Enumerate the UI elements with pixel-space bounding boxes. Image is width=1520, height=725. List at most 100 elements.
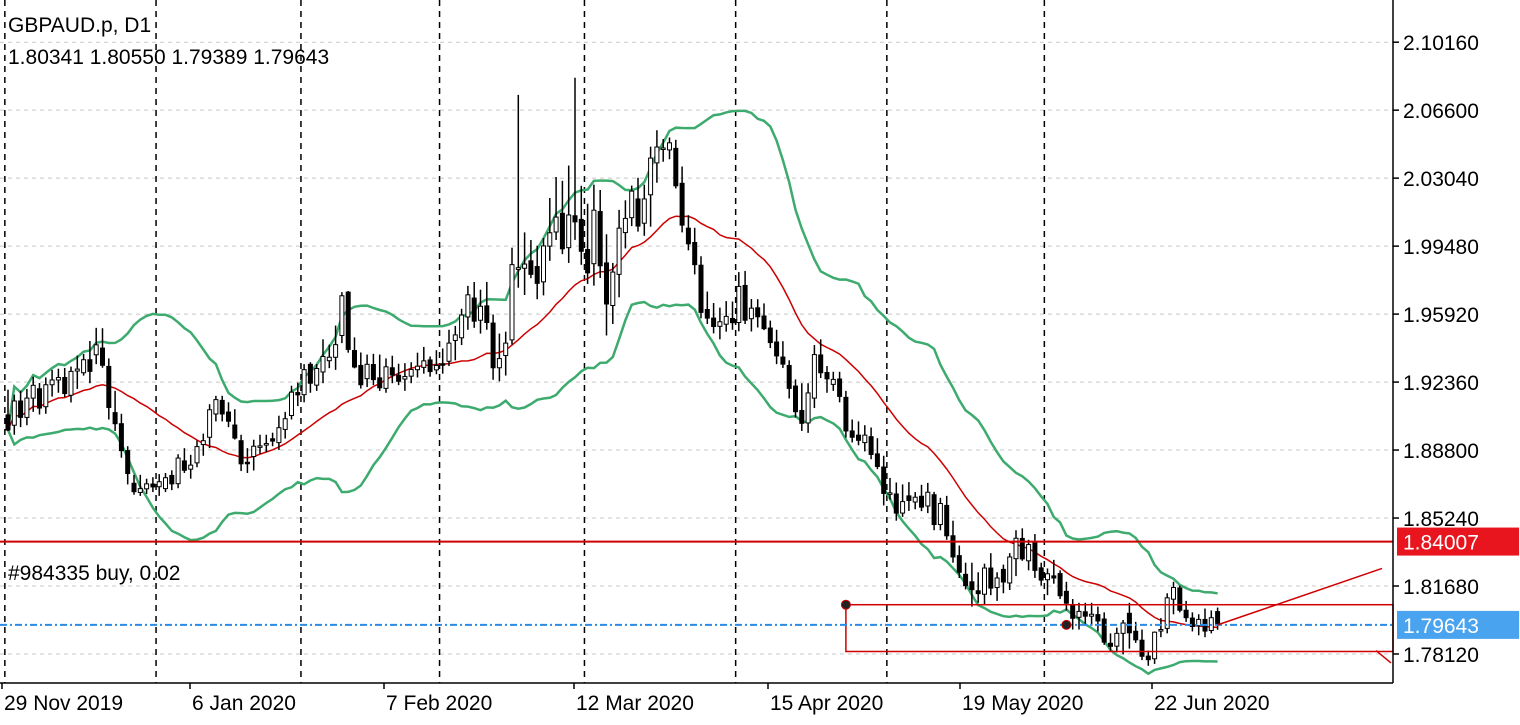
candle-body <box>856 434 861 441</box>
candle-body <box>156 481 162 488</box>
candle-body <box>937 503 943 526</box>
candle-body <box>723 315 729 325</box>
candle-body <box>931 494 937 526</box>
price-tag-box <box>1397 610 1519 639</box>
candle <box>200 433 206 456</box>
candle <box>862 425 868 452</box>
candle <box>251 439 257 471</box>
candle-body <box>345 291 351 350</box>
candle-body <box>213 399 219 415</box>
candle-body <box>87 359 93 372</box>
projection-up-line <box>1217 567 1383 626</box>
candle <box>43 377 49 414</box>
candle-body <box>471 297 477 322</box>
candle <box>994 572 1000 601</box>
candle <box>175 454 181 489</box>
candle-body <box>604 262 609 305</box>
candle <box>881 455 887 506</box>
candle-body <box>1139 639 1145 657</box>
candle-body <box>358 364 364 386</box>
candle-body <box>1038 567 1044 581</box>
price-tick-label: 1.99480 <box>1403 236 1479 259</box>
candle-body <box>585 249 591 274</box>
candle-body <box>49 379 55 386</box>
candle-body <box>629 190 635 219</box>
candle <box>578 185 584 265</box>
candle-body <box>1076 610 1082 618</box>
candle-body <box>452 334 458 341</box>
range-box <box>845 603 1394 653</box>
candle-body <box>736 285 742 324</box>
candle <box>805 383 811 433</box>
candle <box>553 177 559 241</box>
candle-body <box>131 482 137 493</box>
candle-body <box>43 384 49 408</box>
price-tag: 1.79643 <box>1397 610 1519 639</box>
candle <box>49 369 55 397</box>
candle <box>125 446 131 485</box>
time-tick-label: 12 Mar 2020 <box>576 692 694 715</box>
candle-body <box>1013 537 1019 560</box>
candle <box>515 94 521 288</box>
candle <box>307 362 313 393</box>
candle-body <box>509 264 515 341</box>
candle <box>937 497 943 531</box>
candle-body <box>925 491 931 507</box>
candle <box>137 474 143 496</box>
bollinger-lower-band <box>6 300 1218 676</box>
candle <box>585 203 591 284</box>
candle <box>717 307 723 340</box>
candle <box>547 198 553 261</box>
candle <box>295 382 301 407</box>
candle <box>68 366 74 403</box>
candle <box>837 371 843 403</box>
candle-body <box>761 315 767 330</box>
candle-body <box>667 142 672 151</box>
candle <box>811 345 817 409</box>
entry-marker-dot <box>1061 619 1072 630</box>
candle <box>912 492 918 510</box>
candle <box>396 363 402 386</box>
candle <box>900 484 906 517</box>
candle <box>74 355 80 389</box>
candle <box>786 360 792 399</box>
candle <box>616 209 622 298</box>
candle-body <box>559 212 565 250</box>
candle <box>1120 619 1126 655</box>
candle-body <box>389 367 395 376</box>
candle <box>402 363 408 391</box>
candle-body <box>830 378 836 385</box>
candle-body <box>956 555 962 573</box>
candle <box>87 341 93 384</box>
candle-body <box>5 414 11 431</box>
candle-body <box>1183 609 1189 619</box>
candle-body <box>622 217 628 234</box>
time-tick-label: 7 Feb 2020 <box>386 692 492 715</box>
candle-body <box>1152 631 1158 660</box>
candle <box>370 353 376 386</box>
candle <box>465 285 471 330</box>
candle <box>654 130 660 183</box>
candle-body <box>490 322 496 369</box>
candle <box>1145 650 1151 666</box>
candle <box>711 303 717 334</box>
candle <box>534 245 540 300</box>
candle-body <box>862 434 868 444</box>
candle-body <box>767 327 773 344</box>
candle <box>843 390 849 438</box>
candle <box>24 388 30 426</box>
candle <box>780 341 786 368</box>
candle <box>673 139 679 189</box>
candle-body <box>1120 622 1126 634</box>
candle <box>100 328 105 368</box>
time-tick-label: 19 May 2020 <box>962 692 1083 715</box>
time-tick-label: 29 Nov 2019 <box>4 692 123 715</box>
candle <box>748 299 754 332</box>
candle <box>226 402 231 428</box>
candle-body <box>591 209 597 265</box>
candle <box>188 454 194 479</box>
candle <box>345 290 351 353</box>
candle <box>1026 539 1032 571</box>
